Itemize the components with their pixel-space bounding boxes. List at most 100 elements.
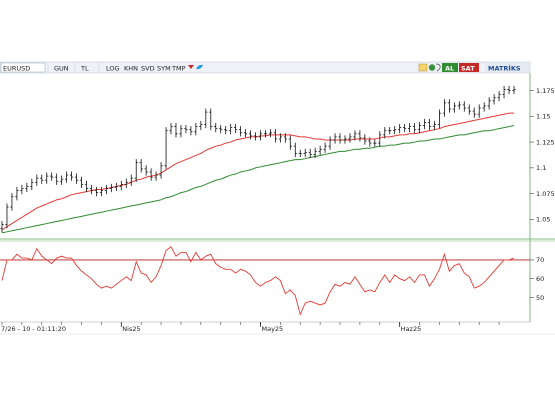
ohlc-bar bbox=[179, 125, 183, 138]
svg-text:MATRİKS: MATRİKS bbox=[488, 64, 521, 73]
moving-averages bbox=[1, 112, 515, 234]
oscillator-tick-label: 60 bbox=[536, 275, 544, 283]
ohlc-bar bbox=[492, 94, 496, 105]
toolbar-button-log[interactable]: LOG bbox=[104, 63, 122, 73]
ohlc-bar bbox=[234, 124, 238, 134]
svg-text:AL: AL bbox=[445, 65, 454, 73]
ohlc-bar bbox=[363, 134, 367, 145]
ohlc-bar bbox=[393, 126, 397, 135]
ohlc-bar bbox=[99, 186, 104, 197]
ohlc-bar bbox=[79, 176, 84, 188]
ohlc-bar bbox=[184, 125, 188, 134]
ohlc-bar bbox=[348, 133, 352, 143]
toolbar: EURUSD GUN TL LOG KHN SVD SYM TMP bbox=[0, 61, 531, 74]
ohlc-bar bbox=[273, 129, 277, 143]
moving-average-fast-line bbox=[1, 112, 514, 231]
ohlc-bar bbox=[462, 101, 466, 112]
brand-logo: MATRİKS bbox=[485, 63, 529, 73]
ohlc-bar bbox=[35, 174, 39, 186]
ohlc-bar bbox=[303, 148, 307, 158]
ohlc-bar bbox=[378, 131, 382, 147]
ohlc-bar bbox=[89, 184, 94, 195]
ohlc-bar bbox=[452, 102, 456, 113]
ohlc-bar bbox=[60, 175, 64, 185]
ohlc-bar bbox=[293, 142, 297, 158]
ohlc-bar bbox=[487, 97, 491, 110]
ohlc-bar bbox=[0, 220, 4, 233]
ohlc-bar bbox=[45, 172, 49, 184]
ohlc-bar bbox=[457, 101, 461, 110]
ohlc-bar bbox=[427, 118, 432, 131]
ohlc-bar bbox=[388, 127, 392, 135]
price-tick-label: 1.075 bbox=[536, 190, 555, 198]
symbol-label: EURUSD bbox=[3, 65, 30, 73]
svg-text:SYM: SYM bbox=[157, 65, 171, 73]
ohlc-bar bbox=[189, 126, 193, 136]
ohlc-bar bbox=[134, 159, 138, 182]
ohlc-bar bbox=[219, 125, 223, 134]
ohlc-bar bbox=[25, 182, 29, 193]
oscillator-line bbox=[1, 246, 515, 316]
globe-icon[interactable] bbox=[428, 64, 436, 71]
price-bars bbox=[0, 85, 516, 233]
ohlc-bar bbox=[383, 127, 387, 139]
ohlc-bar bbox=[154, 171, 158, 181]
ohlc-bar bbox=[258, 130, 263, 141]
ohlc-bar bbox=[432, 120, 437, 131]
ohlc-bar bbox=[239, 126, 243, 137]
twitter-icon[interactable] bbox=[196, 64, 203, 70]
oscillator bbox=[0, 246, 530, 316]
toolbar-button-sym[interactable]: SYM bbox=[157, 63, 172, 73]
ohlc-bar bbox=[204, 108, 208, 129]
ear-icon[interactable] bbox=[435, 63, 441, 72]
ohlc-bar bbox=[124, 178, 128, 188]
toolbar-button-gun[interactable]: GUN bbox=[52, 63, 70, 73]
al-button[interactable]: AL bbox=[442, 63, 458, 73]
dropdown-arrow-icon[interactable] bbox=[188, 65, 194, 69]
month-label: May25 bbox=[261, 325, 283, 333]
price-tick-label: 1.05 bbox=[536, 216, 550, 224]
ohlc-bar bbox=[308, 148, 312, 159]
toolbar-button-khn[interactable]: KHN bbox=[123, 63, 140, 73]
ohlc-bar bbox=[283, 133, 287, 143]
sat-button[interactable]: SAT bbox=[459, 63, 479, 73]
ohlc-bar bbox=[194, 122, 198, 136]
ohlc-bar bbox=[482, 102, 486, 112]
ohlc-bar bbox=[412, 122, 417, 134]
ohlc-bar bbox=[512, 85, 516, 95]
ohlc-bar bbox=[248, 130, 253, 140]
month-label: Nis25 bbox=[122, 325, 140, 333]
price-tick-label: 1.15 bbox=[536, 113, 550, 121]
price-tick-label: 1.1 bbox=[536, 164, 546, 172]
ohlc-bar bbox=[403, 124, 407, 133]
ohlc-bar bbox=[164, 127, 168, 170]
toolbar-button-tmp[interactable]: TMP bbox=[171, 63, 188, 73]
ohlc-bar bbox=[174, 122, 178, 138]
ohlc-bar bbox=[417, 121, 422, 134]
ohlc-bar bbox=[437, 109, 442, 129]
ohlc-bar bbox=[338, 133, 342, 144]
link-icon[interactable] bbox=[418, 63, 428, 72]
ohlc-bar bbox=[313, 147, 317, 159]
month-label: Haz25 bbox=[401, 325, 422, 333]
svg-text:SVD: SVD bbox=[141, 65, 155, 73]
ohlc-bar bbox=[373, 139, 377, 147]
ohlc-bar bbox=[224, 126, 228, 135]
ohlc-bar bbox=[353, 130, 357, 141]
ohlc-bar bbox=[368, 137, 372, 147]
ohlc-bar bbox=[104, 184, 108, 195]
symbol-selector[interactable]: EURUSD bbox=[0, 62, 46, 73]
toolbar-button-svd[interactable]: SVD bbox=[140, 63, 157, 73]
ohlc-bar bbox=[5, 203, 9, 229]
oscillator-tick-label: 70 bbox=[536, 256, 544, 264]
toolbar-button-tl[interactable]: TL bbox=[79, 63, 93, 73]
ohlc-bar bbox=[442, 99, 447, 117]
ohlc-bar bbox=[144, 165, 148, 176]
ohlc-bar bbox=[65, 171, 69, 183]
price-tick-label: 1.175 bbox=[536, 87, 555, 95]
ohlc-bar bbox=[467, 104, 471, 115]
ohlc-bar bbox=[149, 168, 153, 181]
ohlc-bar bbox=[298, 149, 302, 158]
